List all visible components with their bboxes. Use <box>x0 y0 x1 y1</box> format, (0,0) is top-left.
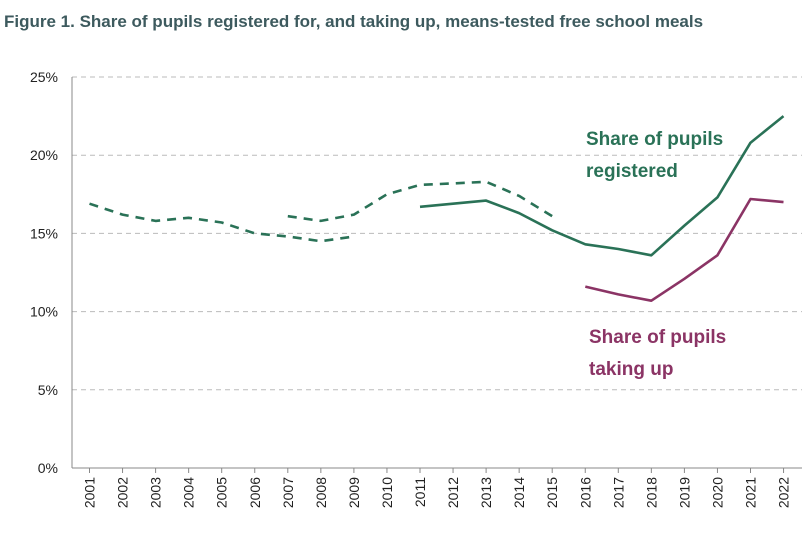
y-tick-label: 15% <box>30 225 58 241</box>
y-tick-label: 5% <box>38 382 58 398</box>
x-tick-label: 2019 <box>676 477 692 508</box>
annotation-registered-line1: Share of pupils <box>586 129 723 150</box>
annotation-registered-line2: registered <box>586 161 678 182</box>
x-tick-label: 2017 <box>610 477 626 508</box>
y-tick-label: 25% <box>30 69 58 85</box>
x-tick-label: 2009 <box>346 477 362 508</box>
x-tick-label: 2012 <box>445 477 461 508</box>
chart-title: Figure 1. Share of pupils registered for… <box>4 12 704 31</box>
x-tick-label: 2004 <box>181 477 197 508</box>
y-tick-labels: 0% 5% 10% 15% 20% 25% <box>30 69 58 476</box>
x-tick-label: 2018 <box>643 477 659 508</box>
x-tick-label: 2002 <box>115 477 131 508</box>
x-tick-label: 2022 <box>776 477 792 508</box>
x-tick-label: 2008 <box>313 477 329 508</box>
x-tick-label: 2011 <box>412 477 428 507</box>
series-line-2 <box>287 180 553 223</box>
x-tick-label: 2013 <box>478 477 494 508</box>
series-line-3 <box>419 115 785 257</box>
x-tick-label: 2020 <box>709 477 725 508</box>
x-tick-label: 2015 <box>544 477 560 508</box>
annotation-taking-up-line2: taking up <box>589 359 673 380</box>
series-line-4 <box>585 197 784 303</box>
x-tick-label: 2005 <box>214 477 230 508</box>
x-tick-label: 2014 <box>511 477 527 508</box>
grid-lines <box>72 76 802 391</box>
x-tick-labels: 2001 2002 2003 2004 2005 2006 2007 2008 2009 2010… <box>82 477 792 508</box>
y-tick-label: 10% <box>30 304 58 320</box>
y-tick-label: 20% <box>30 147 58 163</box>
x-tick-label: 2007 <box>280 477 296 508</box>
x-tick-label: 2006 <box>247 477 263 508</box>
y-tick-label: 0% <box>38 460 58 476</box>
x-tick-label: 2001 <box>82 477 98 508</box>
x-tick-label: 2010 <box>379 477 395 508</box>
annotation-taking-up-line1: Share of pupils <box>589 327 726 348</box>
axes <box>71 77 802 473</box>
x-tick-label: 2016 <box>577 477 593 508</box>
series-lines <box>89 115 785 303</box>
x-tick-label: 2021 <box>743 477 759 508</box>
x-tick-label: 2003 <box>148 477 164 508</box>
series-line-1 <box>89 202 355 243</box>
